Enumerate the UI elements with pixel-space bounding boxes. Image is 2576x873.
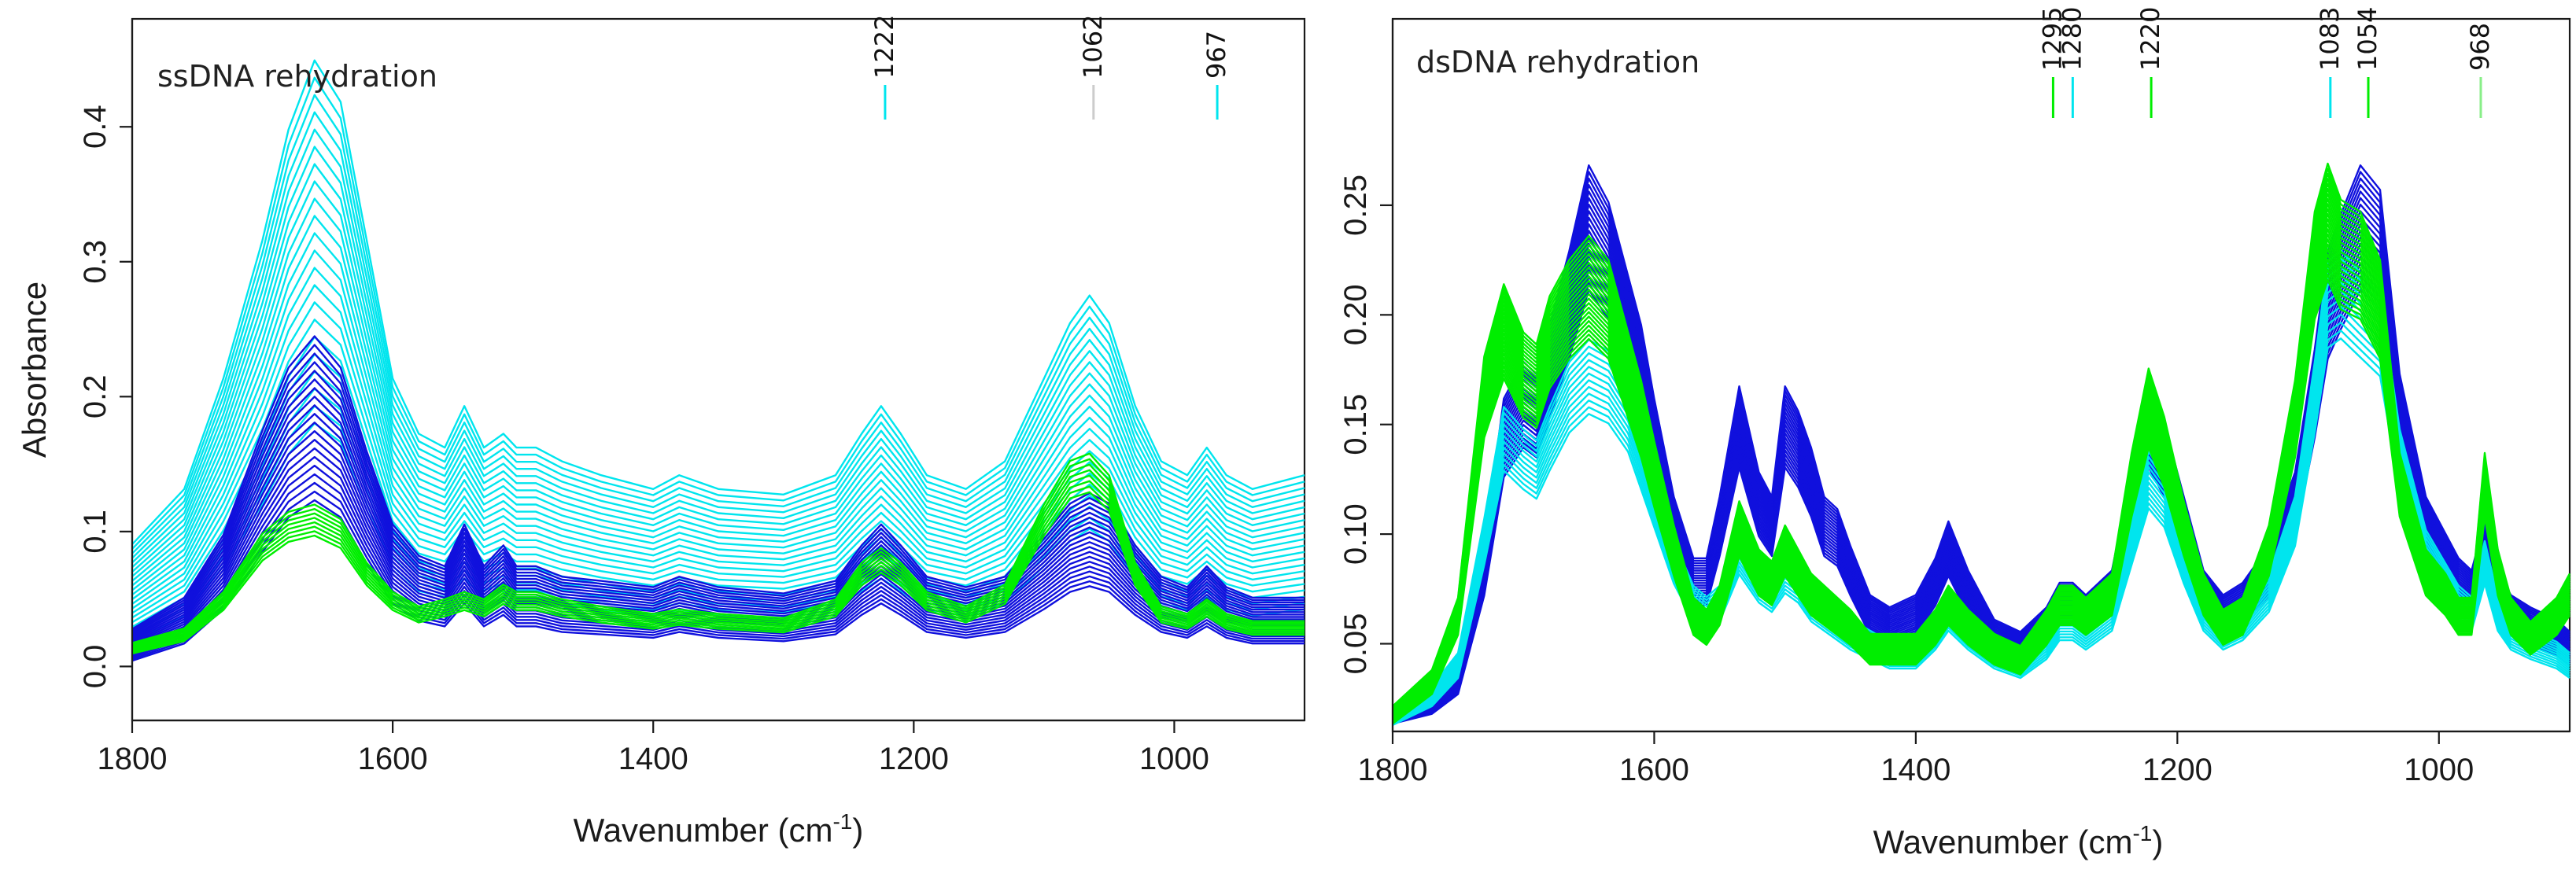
series-trace — [131, 319, 1305, 614]
y-tick-label: 0.0 — [78, 645, 113, 689]
series-trace — [131, 128, 1305, 564]
peak-marker-label: 1222 — [869, 15, 899, 79]
panel-title: dsDNA rehydration — [1416, 45, 1699, 79]
marker-group: 1222 1062 967 — [869, 15, 1231, 120]
series-trace — [131, 301, 1305, 610]
x-tick-label: 1400 — [1880, 753, 1950, 787]
y-axis-ticks: 0.05 0.10 0.15 0.20 0.25 — [1338, 175, 1393, 674]
y-tick-label: 0.4 — [78, 105, 113, 149]
panel-ssdna: 1222 1062 967 1800 1600 1400 1200 1000 0.00.10… — [16, 15, 1306, 849]
y-tick-label: 0.10 — [1338, 503, 1373, 565]
series-trace — [131, 480, 1305, 652]
series-group — [131, 59, 1305, 662]
series-trace — [131, 180, 1305, 577]
panel-title: ssDNA rehydration — [157, 59, 437, 94]
series-trace — [131, 463, 1305, 647]
x-tick-label: 1800 — [98, 742, 168, 776]
peak-marker-label: 1062 — [1078, 15, 1108, 79]
series-trace — [131, 422, 1305, 647]
peak-marker-label: 968 — [2465, 23, 2495, 71]
series-trace — [131, 452, 1305, 644]
series-group — [1392, 162, 2571, 726]
peak-marker-label: 967 — [1201, 31, 1231, 79]
x-tick-label: 1000 — [2404, 753, 2474, 787]
x-tick-label: 1200 — [2142, 753, 2212, 787]
y-tick-label: 0.1 — [78, 510, 113, 554]
series-trace — [131, 267, 1305, 600]
series-trace — [1392, 164, 2570, 707]
y-tick-label: 0.20 — [1338, 284, 1373, 345]
y-tick-label: 0.3 — [78, 240, 113, 284]
series-trace — [1392, 162, 2571, 707]
series-trace — [131, 215, 1305, 587]
y-axis-ticks: 0.0 0.1 0.2 0.3 0.4 — [78, 105, 132, 688]
series-trace — [131, 474, 1305, 650]
series-trace — [131, 249, 1305, 596]
peak-marker-label: 1220 — [2135, 7, 2165, 71]
series-trace — [131, 163, 1305, 573]
series-trace — [131, 469, 1305, 649]
x-tick-label: 1800 — [1358, 753, 1428, 787]
y-tick-label: 0.15 — [1338, 394, 1373, 455]
x-axis-ticks: 1800 1600 1400 1200 1000 — [1358, 731, 2474, 787]
series-trace — [131, 404, 1305, 643]
series-trace — [131, 94, 1305, 554]
series-trace — [131, 396, 1305, 642]
x-axis-ticks: 1800 1600 1400 1200 1000 — [98, 720, 1209, 776]
series-trace — [131, 491, 1305, 655]
peak-marker-label: 1280 — [2057, 7, 2087, 71]
x-tick-label: 1400 — [618, 742, 688, 776]
x-tick-label: 1600 — [1619, 753, 1689, 787]
y-tick-label: 0.2 — [78, 375, 113, 419]
series-trace — [131, 59, 1305, 545]
y-axis-title: Absorbance — [16, 282, 53, 458]
series-trace — [131, 146, 1305, 569]
x-axis-title: Wavenumber (cm-1) — [1873, 821, 2164, 860]
x-tick-label: 1600 — [358, 742, 428, 776]
series-trace — [131, 485, 1305, 654]
series-trace — [131, 481, 1305, 659]
y-tick-label: 0.05 — [1338, 613, 1373, 675]
x-axis-title: Wavenumber (cm-1) — [574, 809, 864, 849]
series-trace — [131, 490, 1305, 661]
series-trace — [131, 197, 1305, 582]
series-trace — [131, 232, 1305, 591]
x-tick-label: 1200 — [879, 742, 949, 776]
series-trace — [131, 458, 1305, 646]
peak-marker-label: 1295 — [2037, 7, 2067, 71]
series-trace — [131, 284, 1305, 605]
peak-marker-label: 1054 — [2353, 7, 2382, 71]
y-tick-label: 0.25 — [1338, 175, 1373, 236]
series-trace — [131, 413, 1305, 645]
series-trace — [131, 111, 1305, 559]
x-tick-label: 1000 — [1139, 742, 1209, 776]
series-trace — [131, 76, 1305, 550]
peak-marker-label: 1083 — [2315, 7, 2345, 71]
